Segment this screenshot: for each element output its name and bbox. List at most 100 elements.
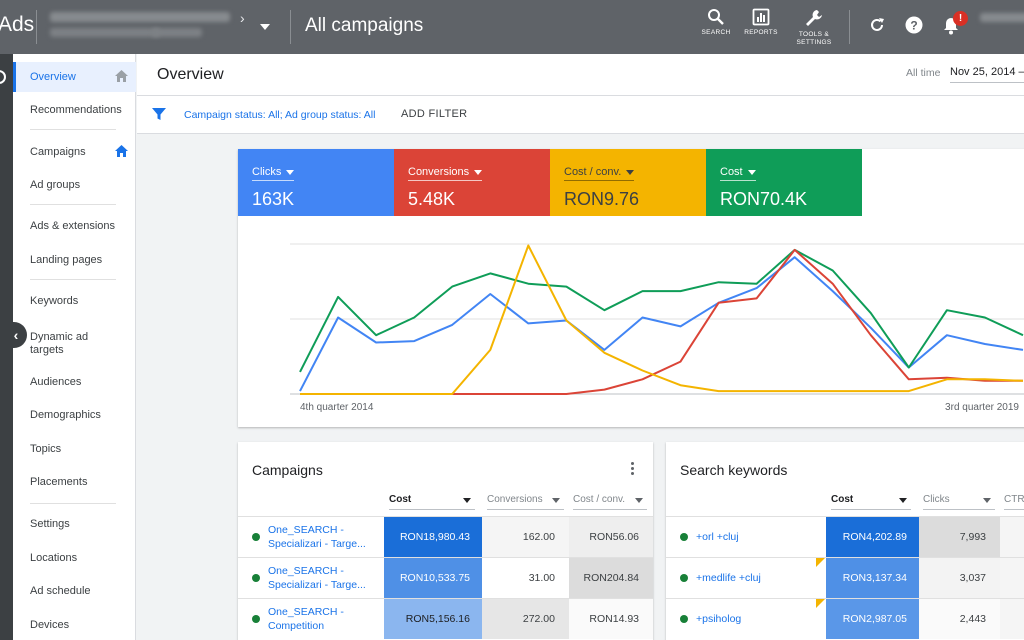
sidebar-item-ads-extensions[interactable]: Ads & extensions <box>13 211 136 241</box>
sidebar-item-label: Settings <box>30 518 70 530</box>
column-header-ctr[interactable]: CTR <box>1004 494 1024 510</box>
metric-dropdown[interactable]: Clicks <box>252 166 295 181</box>
metric-cost-per-conversion[interactable]: Cost / conv. RON9.76 <box>550 149 706 216</box>
chart-series-line-3[interactable] <box>300 244 1024 395</box>
sidebar-item-label: Overview <box>30 71 76 83</box>
sidebar-item-label: Devices <box>30 619 70 631</box>
table-row[interactable]: One_SEARCH - Specializari - Targe... RON1… <box>238 516 653 557</box>
metric-dropdown[interactable]: Cost / conv. <box>564 166 635 181</box>
sidebar-item-dynamic-ad-targets[interactable]: Dynamic ad targets <box>13 327 113 361</box>
refresh-icon[interactable] <box>868 16 886 34</box>
keyword-link[interactable]: +psiholog <box>696 613 742 625</box>
sidebar-item-label: Keywords <box>30 295 79 307</box>
filter-funnel-icon[interactable] <box>152 107 166 121</box>
cost-per-conv-cell: RON204.84 <box>569 558 653 598</box>
collapse-sidebar-chevron-left-icon[interactable]: ‹ <box>5 322 27 348</box>
sidebar-item-ad-groups[interactable]: Ad groups <box>13 170 136 200</box>
help-icon[interactable]: ? <box>905 16 923 34</box>
add-filter-button[interactable]: ADD FILTER <box>401 108 468 120</box>
sidebar-item-locations[interactable]: Locations <box>13 543 136 573</box>
search-icon <box>708 9 724 25</box>
active-filters[interactable]: Campaign status: All; Ad group status: A… <box>184 109 375 121</box>
x-axis-start-label: 4th quarter 2014 <box>300 402 374 413</box>
reports-tool-button[interactable]: REPORTS <box>731 8 791 37</box>
sidebar-item-ad-schedule[interactable]: Ad schedule <box>13 576 136 606</box>
account-dropdown-caret-icon[interactable] <box>260 24 270 30</box>
divider <box>849 10 850 44</box>
metric-cost[interactable]: Cost RON70.4K <box>706 149 862 216</box>
sidebar-item-settings[interactable]: Settings <box>13 509 136 539</box>
search-tool-button[interactable]: SEARCH <box>686 8 746 37</box>
chart-series-line-1[interactable] <box>299 248 1024 373</box>
sidebar-item-recommendations[interactable]: Recommendations <box>13 95 136 125</box>
column-header-cost[interactable]: Cost <box>389 494 475 510</box>
sidebar-divider <box>30 204 116 205</box>
metric-dropdown[interactable]: Conversions <box>408 166 483 181</box>
column-header-conversions[interactable]: Conversions <box>487 494 564 510</box>
more-options-icon[interactable] <box>631 462 635 477</box>
reports-tool-label: REPORTS <box>744 29 778 36</box>
metric-dropdown[interactable]: Cost <box>720 166 756 181</box>
filter-adgroup-label: ; Ad group status: <box>279 109 362 121</box>
account-id-blurred <box>152 28 202 37</box>
cost-per-conv-cell: RON56.06 <box>569 517 653 557</box>
sidebar-item-devices[interactable]: Devices <box>13 610 136 640</box>
table-row[interactable]: +orl +cluj RON4,202.89 7,993 <box>666 516 1024 557</box>
sidebar-item-topics[interactable]: Topics <box>13 434 136 464</box>
sidebar-item-overview[interactable]: Overview <box>13 62 136 92</box>
date-range-picker[interactable]: Nov 25, 2014 – <box>950 66 1024 83</box>
table-row[interactable]: +medlife +cluj RON3,137.34 3,037 <box>666 557 1024 598</box>
tools-settings-button[interactable]: TOOLS & SETTINGS <box>784 8 844 47</box>
campaign-name-link[interactable]: One_SEARCH - Specializari - Targe... <box>268 565 366 591</box>
column-header-clicks[interactable]: Clicks <box>923 494 995 510</box>
metric-conversions[interactable]: Conversions 5.48K <box>394 149 550 216</box>
dropdown-caret-icon <box>474 169 483 175</box>
table-row[interactable]: One_SEARCH - Specializari - Targe... RON1… <box>238 557 653 598</box>
column-header-cost[interactable]: Cost <box>831 494 911 510</box>
search-keywords-card: Search keywords Cost Clicks CTR +orl +cl… <box>666 442 1024 640</box>
dropdown-caret-icon <box>626 169 635 175</box>
keyword-link[interactable]: +medlife +cluj <box>696 572 761 584</box>
campaign-name-link[interactable]: One_SEARCH - Competition <box>268 606 344 632</box>
clicks-cell: 2,443 <box>919 599 1000 639</box>
x-axis-end-label: 3rd quarter 2019 <box>945 402 1019 413</box>
conversions-cell: 31.00 <box>482 558 569 598</box>
account-name-blurred[interactable] <box>50 12 230 22</box>
performance-line-chart[interactable]: 4th quarter 2014 3rd quarter 2019 <box>238 216 1024 427</box>
sidebar-item-label: Locations <box>30 552 78 564</box>
metric-value: RON9.76 <box>564 189 640 209</box>
warning-flag-icon <box>816 599 825 608</box>
table-row[interactable]: +psiholog RON2,987.05 2,443 <box>666 598 1024 639</box>
sidebar-item-label: Ad schedule <box>30 585 91 597</box>
sidebar-item-placements[interactable]: Placements <box>13 467 136 497</box>
ctr-cell <box>1000 558 1024 598</box>
sidebar-item-landing-pages[interactable]: Landing pages <box>13 245 136 275</box>
dropdown-caret-icon <box>747 169 756 175</box>
sidebar-item-keywords[interactable]: Keywords <box>13 286 136 316</box>
reports-icon <box>752 8 770 26</box>
brand-logo-text[interactable]: Ads <box>0 13 35 36</box>
cost-cell: RON5,156.16 <box>384 599 482 639</box>
sidebar-item-demographics[interactable]: Demographics <box>13 400 136 430</box>
metric-value: 5.48K <box>408 189 456 209</box>
notification-badge[interactable]: ! <box>953 11 968 26</box>
sidebar-item-audiences[interactable]: Audiences <box>13 367 136 397</box>
sidebar-item-campaigns[interactable]: Campaigns <box>13 137 136 167</box>
filter-bar: Campaign status: All; Ad group status: A… <box>137 96 1024 134</box>
campaigns-card-title: Campaigns <box>252 462 323 478</box>
user-account-blurred[interactable] <box>980 13 1024 22</box>
campaigns-card: Campaigns Cost Conversions Cost / conv. … <box>238 442 653 640</box>
svg-text:?: ? <box>910 19 917 33</box>
keyword-link[interactable]: +orl +cluj <box>696 531 739 543</box>
column-header-cost-per-conv[interactable]: Cost / conv. <box>573 494 647 510</box>
campaign-name-link[interactable]: One_SEARCH - Specializari - Targe... <box>268 524 366 550</box>
filter-campaign-label: Campaign status: <box>184 109 266 121</box>
home-icon <box>115 145 128 157</box>
table-row[interactable]: One_SEARCH - Competition RON5,156.16 272.… <box>238 598 653 639</box>
sidebar-item-label: Placements <box>30 476 88 488</box>
sort-caret-icon <box>463 498 471 503</box>
search-keywords-card-title: Search keywords <box>680 462 788 478</box>
date-range-label: All time <box>906 67 941 79</box>
chart-series-line-0[interactable] <box>299 256 1024 392</box>
metric-clicks[interactable]: Clicks 163K <box>238 149 394 216</box>
